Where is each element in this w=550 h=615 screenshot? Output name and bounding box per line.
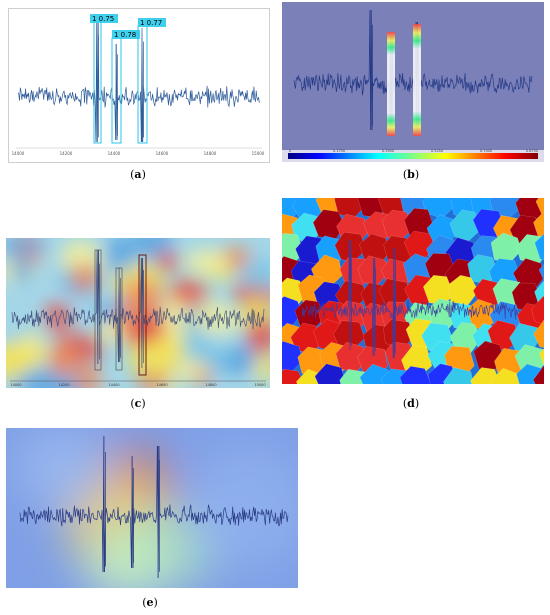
caption-e: (e) <box>142 596 158 609</box>
c-xtick-1: 14200 <box>58 383 69 387</box>
heat-blob <box>154 251 180 272</box>
a-xtick-5: 15000 <box>252 151 265 156</box>
activation-band-1 <box>387 32 395 136</box>
superpixel <box>533 211 544 240</box>
heat-blob <box>175 358 208 380</box>
signal-trace <box>301 239 519 359</box>
caption-b: (b) <box>402 168 420 181</box>
c-xtick-0: 14000 <box>10 383 21 387</box>
panel-c-signal <box>11 249 265 369</box>
heat-blob <box>6 238 48 254</box>
heat-blob <box>232 341 254 376</box>
panel-c-heatmap <box>6 238 270 388</box>
caption-d-letter: d <box>407 397 415 410</box>
superpixel <box>531 295 544 325</box>
c-box-3 <box>138 254 147 376</box>
b-cbar-tick-0: 0 <box>289 149 291 153</box>
heat-blob <box>253 355 270 382</box>
b-cbar-tick-5: 0.8750 <box>526 149 538 153</box>
b-cbar-tick-2: 0.3500 <box>382 149 394 153</box>
panel-a-plot: 1 0.75 1 0.78 1 0.77 14000 14200 14400 1… <box>8 8 270 163</box>
superpixel <box>538 263 544 282</box>
a-xtick-3: 14600 <box>156 151 169 156</box>
superpixel <box>535 198 544 216</box>
superpixel <box>533 319 544 348</box>
heat-blob <box>242 256 270 292</box>
superpixel <box>534 233 544 261</box>
c-xtick-4: 14800 <box>205 383 216 387</box>
detection-label-2-bg <box>112 30 140 39</box>
heat-blob <box>169 279 208 306</box>
a-xtick-2: 14400 <box>108 151 121 156</box>
panel-a: 1 0.75 1 0.78 1 0.77 14000 14200 14400 1… <box>8 8 270 163</box>
heat-blob <box>184 249 230 275</box>
panel-e <box>6 428 298 588</box>
superpixel <box>449 209 481 241</box>
panel-e-heatmap <box>16 428 298 588</box>
panel-d <box>282 198 544 384</box>
detection-box-2: 1 0.78 <box>111 30 140 144</box>
superpixel <box>533 365 544 384</box>
heat-blob <box>74 365 102 388</box>
superpixel <box>450 322 483 353</box>
heat-blob <box>104 238 136 273</box>
superpixel <box>399 365 432 384</box>
panel-c: 14000 14200 14400 14600 14800 15000 <box>6 238 270 388</box>
c-box-1 <box>94 249 102 371</box>
heat-blob <box>48 341 78 378</box>
detection-box-3: 1 0.77 <box>137 18 166 144</box>
superpixel <box>539 347 544 367</box>
c-xtick-3: 14600 <box>156 383 167 387</box>
c-xtick-5: 15000 <box>254 383 265 387</box>
caption-b-letter: b <box>407 168 415 181</box>
colorbar <box>288 153 538 159</box>
c-xtick-2: 14400 <box>108 383 119 387</box>
c-box-2 <box>115 267 123 371</box>
panel-d-plot <box>282 198 544 384</box>
b-cbar-tick-3: 0.5250 <box>431 149 443 153</box>
caption-d: (d) <box>402 397 420 410</box>
signal-trace <box>11 249 265 369</box>
heat-blob <box>16 428 116 508</box>
detection-label-2: 1 0.78 <box>114 31 136 39</box>
superpixel <box>443 367 474 384</box>
signal-trace <box>19 435 289 579</box>
panel-d-superpixels <box>282 198 544 384</box>
caption-c: (c) <box>130 397 146 410</box>
b-cbar-tick-4: 0.7000 <box>480 149 492 153</box>
signal-trace <box>17 19 261 143</box>
panel-e-signal <box>19 435 289 579</box>
panel-d-signal <box>301 239 519 359</box>
caption-a-letter: a <box>134 168 142 181</box>
panel-c-plot: 14000 14200 14400 14600 14800 15000 <box>6 238 270 388</box>
detection-label-1: 1 0.75 <box>92 15 114 23</box>
caption-c-letter: c <box>134 397 142 410</box>
a-xtick-0: 14000 <box>12 151 25 156</box>
detection-box-1: 1 0.75 <box>90 14 118 144</box>
detection-label-3-bg <box>138 18 166 27</box>
activation-band-2 <box>413 24 421 136</box>
panel-a-signal <box>17 19 261 143</box>
heat-blob <box>6 343 29 381</box>
panel-b-plot: 0 0.1750 0.3500 0.5250 0.7000 0.8750 <box>282 2 544 162</box>
superpixel <box>312 209 345 239</box>
panel-b: 0 0.1750 0.3500 0.5250 0.7000 0.8750 <box>282 2 544 162</box>
heat-blob <box>86 538 166 588</box>
caption-a: (a) <box>130 168 146 181</box>
heat-blob <box>70 263 99 292</box>
detection-label-1-bg <box>90 14 118 23</box>
b-cbar-tick-1: 0.1750 <box>333 149 345 153</box>
a-xtick-1: 14200 <box>60 151 73 156</box>
panel-e-plot <box>6 428 298 588</box>
detection-label-3: 1 0.77 <box>140 19 162 27</box>
heat-blob <box>246 316 270 356</box>
caption-e-letter: e <box>146 596 154 609</box>
superpixel <box>314 363 346 384</box>
heat-blob <box>186 448 298 568</box>
heat-blob <box>192 306 241 334</box>
a-xtick-4: 14800 <box>204 151 217 156</box>
heat-blob <box>11 256 33 283</box>
